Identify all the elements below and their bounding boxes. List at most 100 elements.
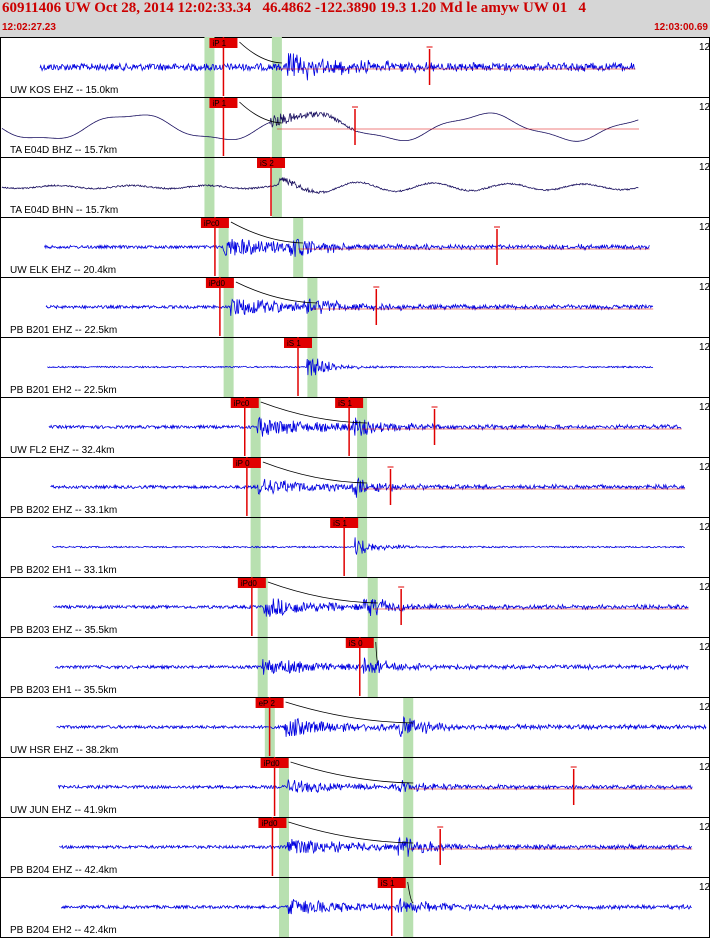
waveform-trace (45, 298, 654, 316)
station-label: PB B202 EH1 -- 33.1km (10, 565, 117, 576)
scale-marker: 12 (699, 762, 710, 773)
p-window-band (204, 157, 215, 217)
scale-marker: 12 (699, 702, 710, 713)
station-label: PB B203 EHZ -- 35.5km (10, 625, 117, 636)
station-label: PB B204 EH2 -- 42.4km (10, 925, 117, 936)
s-window-band (307, 337, 318, 397)
pick-flag (230, 398, 259, 408)
trace-row: 12 iS 1 PB B201 EH2 -- 22.5km (0, 337, 710, 397)
p-window-band (223, 277, 234, 337)
pick-flag (237, 578, 266, 588)
waveform-trace (54, 657, 689, 675)
station-label: UW KOS EHZ -- 15.0km (10, 85, 118, 96)
waveform-trace (44, 238, 650, 257)
waveform-trace (59, 836, 692, 857)
pick-label: iPd0 (209, 279, 226, 288)
pick-label: iP 0 (236, 459, 250, 468)
coda-fit-curve (407, 881, 414, 904)
pick-flag (258, 818, 287, 828)
scale-marker: 12 (699, 42, 710, 53)
pick-label: iS 1 (338, 399, 352, 408)
station-label: PB B203 EH1 -- 35.5km (10, 685, 117, 696)
pick-label: iS 1 (287, 339, 301, 348)
trace-row: 12 iS 2 TA E04D BHN -- 15.7km (0, 157, 710, 217)
waveform-trace (48, 416, 682, 437)
pick-label: iP 1 (212, 39, 226, 48)
coda-fit-curve (375, 641, 379, 664)
pick-label: iPd0 (241, 579, 258, 588)
coda-fit-curve (288, 821, 414, 844)
pick-label: iS 1 (333, 519, 347, 528)
station-label: UW FL2 EHZ -- 32.4km (10, 445, 114, 456)
pick-flag (284, 338, 312, 348)
p-window-band (204, 37, 215, 97)
waveform-trace (51, 537, 685, 555)
pick-flag (205, 278, 234, 288)
coda-fit-curve (290, 761, 414, 784)
trace-row: 12 iP 1 UW KOS EHZ -- 15.0km (10, 37, 710, 97)
coda-fit-curve (239, 41, 282, 64)
scale-marker: 12 (699, 402, 710, 413)
waveform-trace (1, 177, 639, 195)
station-label: UW JUN EHZ -- 41.9km (10, 805, 117, 816)
window-start-time: 12:02:27.23 (2, 22, 56, 33)
s-window-band (271, 157, 282, 217)
pick-flag (260, 758, 289, 768)
window-end-time: 12:03:00.69 (654, 22, 708, 33)
pick-label: iPc0 (204, 219, 220, 228)
coda-fit-curve (230, 221, 304, 244)
station-label: PB B204 EHZ -- 42.4km (10, 865, 117, 876)
trace-row: 12 iS 1 PB B204 EH2 -- 42.4km (0, 877, 710, 937)
trace-row: 12 eP 2 UW HSR EHZ -- 38.2km (0, 697, 710, 757)
trace-row: 12 iS 1 PB B202 EH1 -- 33.1km (0, 517, 710, 577)
pick-flag (200, 218, 229, 228)
coda-fit-curve (262, 461, 368, 484)
scale-marker: 12 (699, 282, 710, 293)
pick-flag (345, 638, 374, 648)
event-header: 60911406 UW Oct 28, 2014 12:02:33.34 46.… (0, 0, 710, 37)
trace-row: 12 iPd0 PB B201 EHZ -- 22.5km (0, 277, 710, 337)
event-title: 60911406 UW Oct 28, 2014 12:02:33.34 46.… (2, 0, 587, 16)
s-window-band (293, 217, 304, 277)
station-label: TA E04D BHN -- 15.7km (10, 205, 118, 216)
coda-fit-curve (239, 101, 282, 124)
s-window-band (271, 97, 282, 157)
waveform-trace (60, 898, 692, 915)
waveform-trace (1, 111, 639, 142)
pick-flag (209, 38, 238, 48)
coda-fit-curve (267, 581, 378, 604)
scale-marker: 12 (699, 462, 710, 473)
station-label: TA E04D BHZ -- 15.7km (10, 145, 117, 156)
pick-flag (377, 878, 406, 888)
p-window-band (279, 817, 289, 877)
pick-label: iPd0 (261, 819, 278, 828)
pick-label: iPc0 (234, 399, 250, 408)
s-window-band (307, 277, 318, 337)
trace-row: 12 iS 0 PB B203 EH1 -- 35.5km (0, 637, 710, 697)
scale-marker: 12 (699, 642, 710, 653)
pick-label: iS 0 (349, 639, 363, 648)
pick-label: iPd0 (264, 759, 281, 768)
coda-fit-curve (285, 701, 414, 724)
scale-marker: 12 (699, 342, 710, 353)
scale-marker: 12 (699, 822, 710, 833)
scale-marker: 12 (699, 882, 710, 893)
pick-flag (255, 698, 284, 708)
waveform-trace (39, 53, 636, 81)
trace-row: 12 iPd0 PB B203 EHZ -- 35.5km (0, 577, 710, 637)
trace-row: 12 iPc0 UW ELK EHZ -- 20.4km (0, 217, 710, 277)
station-label: PB B201 EH2 -- 22.5km (10, 385, 117, 396)
s-window-band (367, 577, 378, 637)
station-label: PB B201 EHZ -- 22.5km (10, 325, 117, 336)
station-label: UW HSR EHZ -- 38.2km (10, 745, 118, 756)
pick-flag (257, 158, 286, 168)
pick-flag (209, 98, 238, 108)
coda-fit-curve (260, 401, 368, 424)
scale-marker: 12 (699, 102, 710, 113)
p-window-band (279, 757, 289, 817)
seismogram-panel[interactable]: 12 iP 1 UW KOS EHZ -- 15.0km 12 iP 1 TA E04D … (0, 37, 710, 938)
trace-row: 12 iP 1 TA E04D BHZ -- 15.7km (0, 97, 710, 157)
scale-marker: 12 (699, 582, 710, 593)
s-window-band (403, 817, 414, 877)
p-window-band (218, 217, 229, 277)
